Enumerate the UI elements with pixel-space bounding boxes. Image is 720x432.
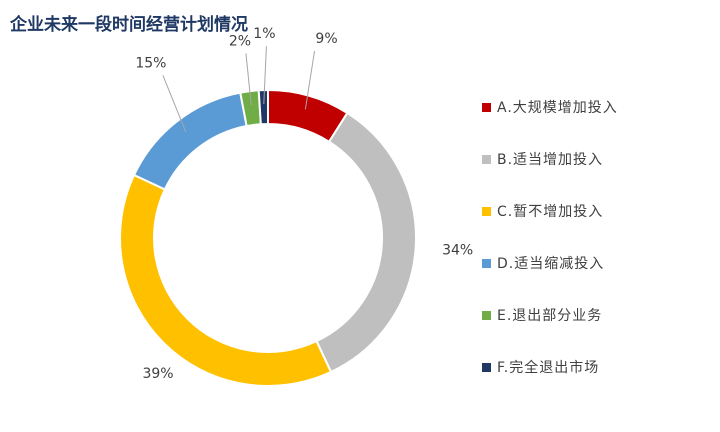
slice-f [257,88,269,126]
donut-slices [119,88,417,387]
legend-swatch-d [482,259,491,268]
slice-c [119,173,333,387]
leader-line-f [263,46,267,105]
slice-b [315,111,417,374]
leader-line-a [304,50,316,110]
leader-lines [162,46,316,133]
legend-label-f: F.完全退出市场 [497,359,599,376]
legend-label-b: B.适当增加投入 [497,152,603,168]
chart-title: 企业未来一段时间经营计划情况 [9,14,248,35]
legend-swatch-e [482,311,491,320]
leader-line-d [162,75,187,133]
data-label-a: 9% [315,31,337,47]
legend-label-e: E.退出部分业务 [497,308,602,324]
data-label-e: 2% [229,33,251,49]
slice-d [132,91,248,191]
legend-swatch-c [482,207,491,216]
data-label-c: 39% [142,366,173,382]
legend-swatch-f [482,363,491,372]
legend-label-d: D.适当缩减投入 [497,256,604,272]
legend: A.大规模增加投入 B.适当增加投入 C.暂不增加投入 D.适当缩减投入 E.退出部分业… [482,100,618,376]
legend-label-c: C.暂不增加投入 [497,204,603,220]
legend-swatch-a [482,103,491,112]
data-label-b: 34% [442,242,473,258]
legend-label-a: A.大规模增加投入 [497,100,618,116]
data-label-f: 1% [253,26,275,42]
leader-line-e [245,53,252,106]
legend-swatch-b [482,155,491,164]
data-label-d: 15% [135,55,166,71]
data-labels: 9% 34% 39% 15% 2% 1% [135,26,473,382]
